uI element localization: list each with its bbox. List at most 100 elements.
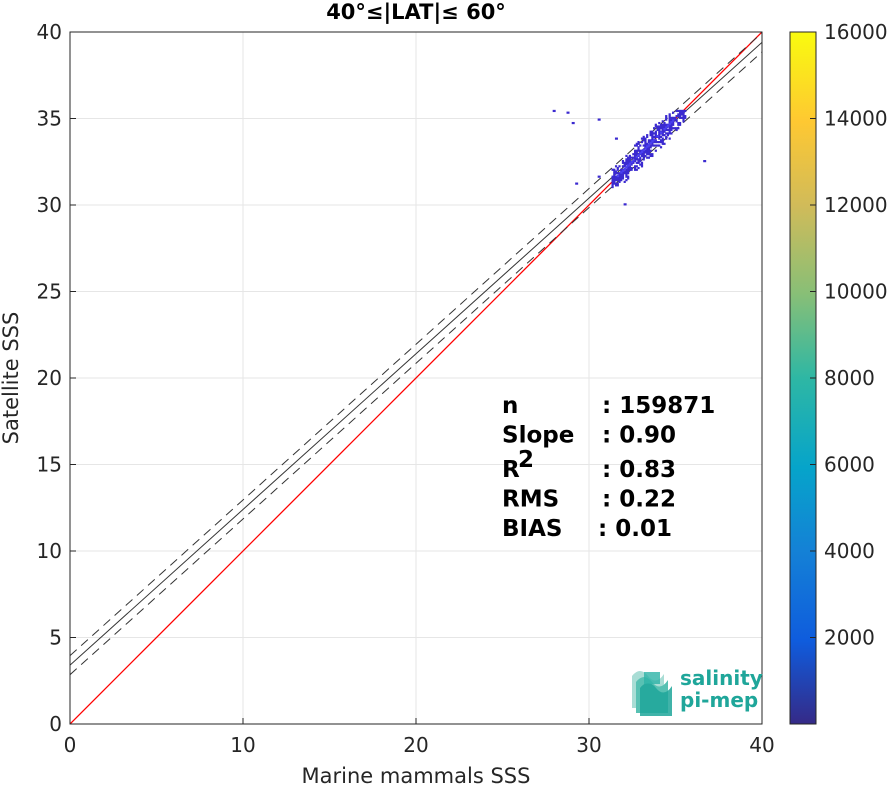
density-cell	[620, 179, 623, 182]
density-cell	[668, 120, 671, 123]
density-cell	[637, 149, 640, 152]
density-core-cell	[665, 126, 668, 129]
y-tick-label: 30	[37, 193, 62, 217]
density-cell	[616, 177, 619, 180]
density-cell	[658, 127, 661, 130]
y-tick-label: 10	[37, 539, 62, 563]
density-cell	[646, 142, 649, 145]
density-cell	[635, 151, 638, 154]
outlier-cell	[575, 182, 579, 185]
stat-value: : 159871	[602, 393, 715, 419]
density-cell	[611, 177, 614, 180]
density-cell	[639, 163, 642, 166]
density-cell	[642, 158, 645, 161]
x-tick-label: 0	[64, 733, 77, 757]
density-cell	[623, 170, 626, 173]
density-cell	[653, 132, 656, 135]
x-tick-label: 10	[230, 733, 255, 757]
density-cell	[614, 172, 618, 175]
density-cell	[633, 144, 637, 147]
density-cell	[633, 149, 637, 152]
density-cell	[635, 153, 638, 156]
density-core-cell	[632, 159, 635, 162]
density-cell	[649, 153, 652, 156]
density-cell	[646, 149, 649, 152]
density-cell	[637, 140, 640, 144]
density-cell	[658, 134, 661, 137]
density-core-cell	[646, 145, 649, 148]
density-cell	[659, 125, 663, 128]
density-cell	[666, 132, 670, 135]
density-core-cell	[627, 164, 630, 167]
density-cell	[642, 144, 645, 147]
colorbar-tick-label: 6000	[824, 453, 875, 477]
density-cell	[639, 144, 642, 147]
density-cell	[613, 180, 616, 183]
density-cell	[642, 156, 645, 159]
density-cell	[627, 161, 630, 164]
density-cell	[659, 140, 663, 144]
density-cell	[661, 134, 664, 137]
density-cell	[672, 127, 675, 130]
colorbar-tick-label: 2000	[824, 626, 875, 650]
density-cell	[654, 144, 657, 147]
density-cell	[646, 151, 649, 154]
density-cell	[618, 175, 621, 178]
density-cell	[616, 182, 619, 185]
density-cell	[625, 154, 628, 158]
density-cell	[646, 153, 649, 156]
y-tick-label: 25	[37, 280, 62, 304]
density-cell	[621, 172, 625, 175]
density-cell	[618, 177, 621, 180]
y-tick-label: 5	[49, 626, 62, 650]
density-cell	[627, 177, 630, 180]
density-cell	[637, 142, 640, 145]
density-cell	[628, 168, 631, 171]
density-core-cell	[649, 141, 652, 145]
y-axis-label: Satellite SSS	[0, 312, 23, 445]
density-cell	[633, 153, 637, 156]
density-cell	[628, 160, 631, 163]
density-cell	[640, 165, 644, 168]
density-cell	[656, 125, 659, 128]
density-cell	[625, 160, 628, 163]
density-core-cell	[625, 166, 628, 169]
density-cell	[665, 128, 668, 132]
density-cell	[675, 127, 678, 130]
density-cell	[663, 134, 666, 137]
density-cell	[654, 139, 657, 142]
density-cell	[627, 170, 630, 173]
density-cell	[665, 135, 668, 138]
density-cell	[627, 166, 630, 170]
density-cell	[653, 144, 656, 147]
density-cell	[627, 160, 630, 163]
density-cell	[659, 123, 663, 126]
density-cell	[618, 172, 621, 175]
density-cell	[633, 154, 637, 158]
x-tick-label: 40	[749, 733, 774, 757]
density-cell	[665, 115, 668, 118]
density-cell	[613, 182, 616, 185]
density-cell	[635, 168, 638, 171]
density-cell	[616, 172, 619, 175]
density-cell	[651, 154, 654, 158]
density-core-cell	[642, 148, 646, 152]
density-cell	[661, 125, 664, 128]
density-core-cell	[637, 153, 640, 157]
density-cell	[682, 118, 685, 121]
density-cell	[633, 160, 637, 163]
density-cell	[628, 166, 631, 170]
waves-icon	[632, 671, 672, 716]
density-cell	[654, 140, 657, 144]
density-core-cell	[640, 150, 644, 153]
density-core-cell	[656, 134, 659, 138]
density-cell	[653, 135, 656, 138]
density-cell	[661, 139, 664, 142]
density-cell	[684, 115, 687, 118]
density-cell	[646, 134, 649, 137]
density-cell	[654, 135, 657, 138]
density-cell	[644, 154, 647, 158]
density-cell	[637, 158, 640, 161]
density-cell	[661, 128, 664, 132]
density-cell	[654, 130, 657, 133]
